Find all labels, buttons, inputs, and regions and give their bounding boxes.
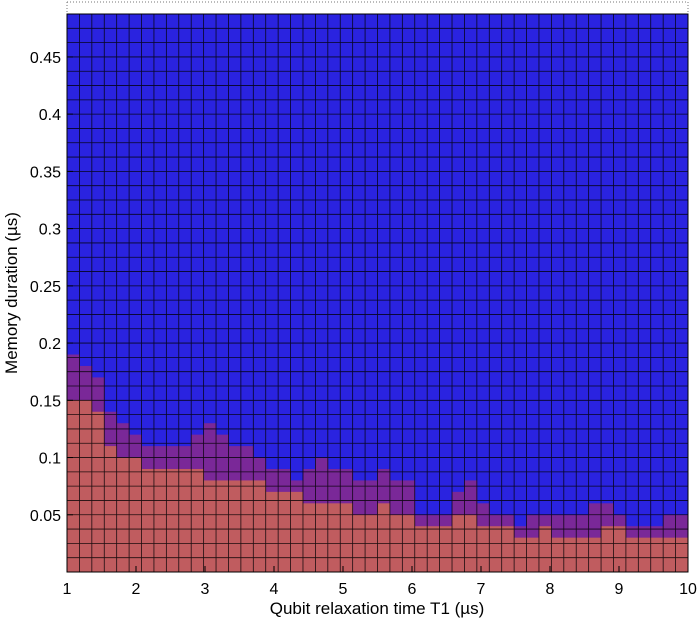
y-tick-label: 0.45 xyxy=(30,50,61,67)
column-low-region xyxy=(675,537,689,572)
column-low-region xyxy=(153,468,167,572)
y-tick-label: 0.1 xyxy=(39,451,61,468)
x-tick-label: 7 xyxy=(477,581,486,598)
column-low-region xyxy=(613,526,627,572)
column-low-region xyxy=(514,537,527,572)
plot-area xyxy=(66,1,689,573)
column-low-region xyxy=(427,526,440,572)
plot-frame xyxy=(66,13,689,573)
column-low-region xyxy=(439,526,453,572)
y-tick-label: 0.25 xyxy=(30,279,61,296)
x-tick-label: 9 xyxy=(615,581,624,598)
column-low-region xyxy=(327,503,341,572)
x-tick-label: 8 xyxy=(546,581,555,598)
x-tick-label: 4 xyxy=(270,581,279,598)
column-low-region xyxy=(576,537,590,572)
column-low-region xyxy=(551,537,565,572)
y-tick-label: 0.35 xyxy=(30,164,61,181)
column-low-region xyxy=(265,491,279,572)
column-low-region xyxy=(650,537,664,572)
column-low-region xyxy=(104,446,118,572)
column-low-region xyxy=(278,491,291,572)
column-low-region xyxy=(166,468,180,572)
y-axis: 0.05 0.1 0.15 0.2 0.25 0.3 0.35 0.4 0.45 xyxy=(30,50,73,525)
x-tick-label: 2 xyxy=(132,581,141,598)
column-low-region xyxy=(563,537,577,572)
column-low-region xyxy=(240,480,254,572)
column-low-region xyxy=(625,537,639,572)
column-low-region xyxy=(601,526,614,572)
column-low-region xyxy=(489,526,503,572)
column-low-region xyxy=(141,468,155,572)
column-low-region xyxy=(414,526,428,572)
column-low-region xyxy=(476,526,490,572)
y-tick-label: 0.05 xyxy=(30,508,61,525)
column-low-region xyxy=(638,537,652,572)
column-low-region xyxy=(91,411,105,572)
y-tick-label: 0.15 xyxy=(30,393,61,410)
y-axis-label: Memory duration (µs) xyxy=(2,212,21,374)
column-low-region xyxy=(588,537,602,572)
x-tick-label: 1 xyxy=(63,581,72,598)
column-low-region xyxy=(340,503,354,572)
y-tick-label: 0.4 xyxy=(39,107,61,124)
x-tick-label: 10 xyxy=(679,581,697,598)
column-low-region xyxy=(191,468,205,572)
x-tick-label: 6 xyxy=(408,581,417,598)
y-tick-label: 0.2 xyxy=(39,336,61,353)
y-tick-label: 0.3 xyxy=(39,222,61,239)
column-low-region xyxy=(526,537,540,572)
column-low-region xyxy=(663,537,676,572)
column-low-region xyxy=(228,480,242,572)
column-low-region xyxy=(216,480,229,572)
column-low-region xyxy=(377,503,391,572)
column-low-region xyxy=(290,491,304,572)
column-low-region xyxy=(538,526,552,572)
column-low-region xyxy=(315,503,329,572)
x-axis-label: Qubit relaxation time T1 (µs) xyxy=(270,599,485,618)
column-low-region xyxy=(501,526,515,572)
column-low-region xyxy=(302,503,316,572)
column-low-region xyxy=(253,480,267,572)
x-tick-label: 5 xyxy=(339,581,348,598)
x-tick-label: 3 xyxy=(201,581,210,598)
column-low-region xyxy=(203,480,217,572)
column-low-region xyxy=(178,468,192,572)
x-axis: 1 2 3 4 5 6 7 8 9 10 xyxy=(63,566,697,598)
